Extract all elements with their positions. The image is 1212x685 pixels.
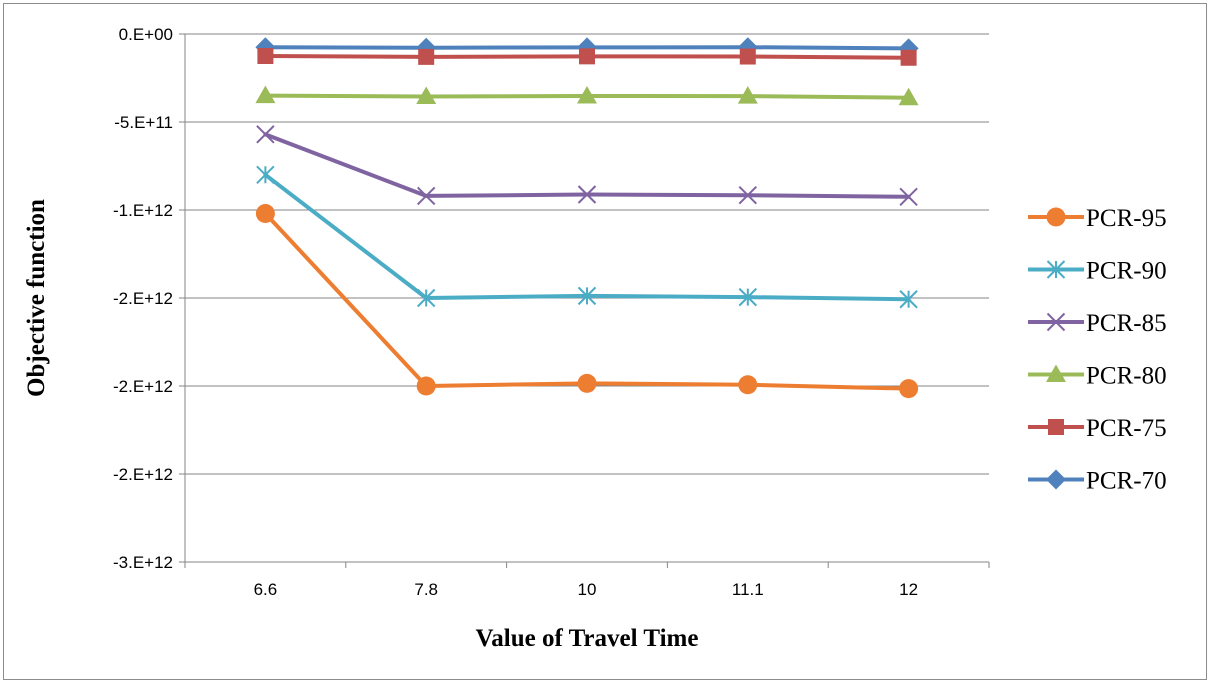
data-point	[737, 86, 758, 104]
x-tick-label: 12	[899, 580, 918, 599]
data-point	[256, 165, 275, 185]
data-point	[577, 373, 597, 393]
y-tick-label: -3.E+12	[113, 553, 173, 572]
legend-marker	[1046, 260, 1066, 279]
data-point	[416, 288, 436, 308]
legend-item: PCR-75	[1028, 415, 1167, 442]
legend-item: PCR-85	[1028, 310, 1167, 337]
data-point	[898, 87, 919, 106]
legend-item: PCR-95	[1028, 205, 1167, 232]
data-point	[416, 376, 436, 396]
data-point	[899, 290, 918, 309]
data-point	[900, 49, 917, 66]
line-chart: 0.E+00 -5.E+11 -1.E+12 -2.E+12 -2.E+12 -2.E+1…	[23, 25, 1167, 652]
data-point	[738, 186, 758, 205]
data-point	[416, 186, 436, 206]
data-point	[255, 204, 275, 224]
y-axis-title: Objective function	[23, 199, 50, 397]
data-point	[579, 48, 595, 65]
y-tick-label: -2.E+12	[113, 377, 173, 396]
legend-item: PCR-80	[1028, 363, 1167, 390]
series-pcr-85	[256, 125, 918, 207]
data-point	[738, 287, 758, 307]
x-axis-title: Value of Travel Time	[476, 625, 699, 652]
series-pcr-80	[255, 85, 919, 106]
legend-marker	[1046, 469, 1066, 490]
data-point	[899, 379, 919, 399]
data-point	[577, 85, 597, 104]
legend-marker	[1046, 312, 1066, 332]
legend-marker	[1046, 207, 1066, 227]
tick-labels: 0.E+00 -5.E+11 -1.E+12 -2.E+12 -2.E+12 -2.E+1…	[113, 25, 918, 599]
series-pcr-95	[255, 204, 919, 399]
legend-label: PCR-70	[1086, 468, 1167, 495]
data-point	[899, 187, 918, 207]
legend-item: PCR-90	[1028, 258, 1167, 285]
series-line	[263, 132, 911, 199]
legend-label: PCR-95	[1086, 205, 1167, 232]
y-tick-label: -1.E+12	[113, 201, 173, 220]
legend: PCR-95 PCR-90 PCR-85 PCR-80 PCR-75 PCR-70	[1028, 205, 1167, 495]
legend-label: PCR-75	[1086, 415, 1167, 442]
legend-label: PCR-90	[1086, 258, 1167, 285]
legend-label: PCR-80	[1086, 363, 1167, 390]
data-point	[255, 85, 276, 104]
data-point	[256, 125, 275, 144]
series	[255, 37, 919, 399]
x-tick-label: 6.6	[254, 580, 278, 599]
legend-marker	[1048, 419, 1064, 435]
y-tick-label: -2.E+12	[113, 465, 173, 484]
series-pcr-90	[256, 165, 918, 309]
x-tick-label: 11.1	[732, 580, 764, 599]
legend-label: PCR-85	[1086, 310, 1167, 337]
x-tick-label: 7.8	[414, 580, 438, 599]
data-point	[577, 185, 597, 204]
legend-marker	[1046, 364, 1066, 382]
legend-item: PCR-70	[1028, 468, 1167, 495]
data-point	[257, 48, 274, 64]
y-tick-label: -2.E+12	[113, 289, 173, 308]
data-point	[418, 48, 435, 65]
axes	[179, 33, 990, 568]
data-point	[738, 375, 758, 395]
data-point	[577, 286, 597, 306]
series-pcr-75	[257, 48, 917, 66]
y-tick-label: -5.E+11	[114, 113, 173, 132]
x-tick-label: 10	[578, 580, 597, 599]
chart-area: 0.E+00 -5.E+11 -1.E+12 -2.E+12 -2.E+12 -2.E+1…	[3, 3, 1207, 680]
data-point	[739, 48, 756, 65]
data-point	[416, 86, 437, 104]
y-tick-label: 0.E+00	[119, 25, 173, 44]
